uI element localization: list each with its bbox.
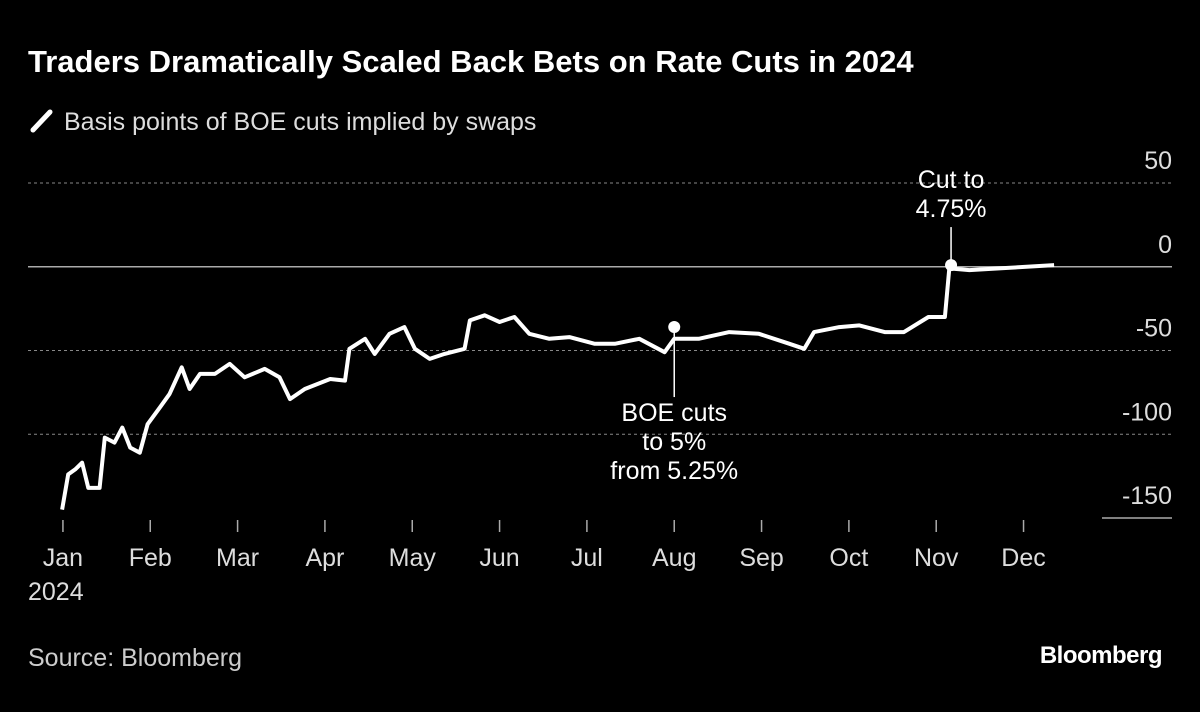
x-tick-label: Oct — [829, 544, 868, 572]
source: Source: Bloomberg — [28, 644, 242, 672]
y-tick-label: 50 — [1144, 147, 1172, 175]
x-tick-label: Jul — [571, 544, 603, 572]
x-year-label: 2024 — [28, 578, 84, 606]
annotation-marker — [945, 259, 958, 272]
chart-title: Traders Dramatically Scaled Back Bets on… — [28, 44, 914, 79]
annotation-text: BOE cuts — [621, 399, 727, 427]
y-tick-label: -150 — [1122, 482, 1172, 510]
annotation-text: 4.75% — [916, 195, 987, 223]
x-tick-label: Mar — [216, 544, 259, 572]
y-tick-label: -50 — [1136, 315, 1172, 343]
annotation-marker — [668, 321, 681, 334]
x-tick-label: Nov — [914, 544, 959, 572]
annotation-text: Cut to — [918, 166, 985, 194]
x-tick-label: Jun — [479, 544, 519, 572]
legend-label: Basis points of BOE cuts implied by swap… — [64, 108, 536, 136]
brand: Bloomberg — [1040, 642, 1162, 669]
x-tick-label: Aug — [652, 544, 696, 572]
x-tick-label: Jan — [43, 544, 83, 572]
x-tick-label: Dec — [1001, 544, 1045, 572]
x-tick-label: May — [389, 544, 437, 572]
y-tick-label: 0 — [1158, 231, 1172, 259]
series-line — [60, 263, 1055, 510]
x-tick-label: Sep — [739, 544, 783, 572]
annotation-text: from 5.25% — [610, 457, 738, 485]
x-tick-label: Feb — [129, 544, 172, 572]
y-tick-label: -100 — [1122, 398, 1172, 426]
annotation-text: to 5% — [642, 428, 706, 456]
legend-swatch — [30, 109, 53, 133]
x-tick-label: Apr — [305, 544, 344, 572]
